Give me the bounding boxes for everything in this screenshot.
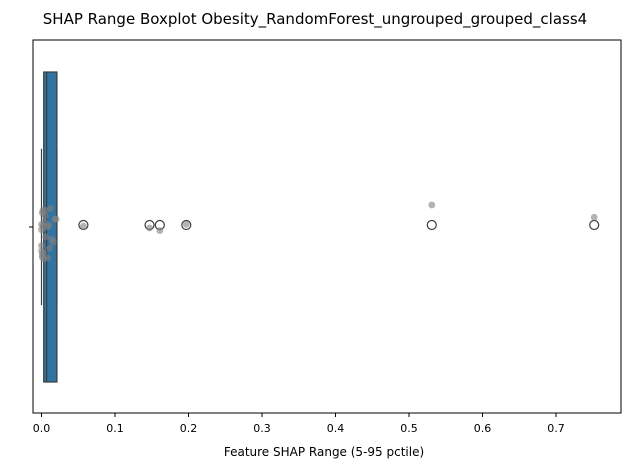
x-tick-label: 0.5 <box>400 422 418 435</box>
x-tick-label: 0.2 <box>180 422 198 435</box>
x-tick-label: 0.0 <box>33 422 51 435</box>
outlier-marker <box>426 219 437 231</box>
chart-title: SHAP Range Boxplot Obesity_RandomForest_… <box>43 10 587 29</box>
strip-point <box>590 213 598 221</box>
strip-point <box>79 222 87 230</box>
plot-area <box>38 71 600 383</box>
strip-point <box>146 224 153 232</box>
strip-point <box>43 254 51 262</box>
strip-point <box>182 220 190 228</box>
x-axis-label: Feature SHAP Range (5-95 pctile) <box>224 445 424 459</box>
strip-point <box>38 242 45 250</box>
x-tick-label: 0.7 <box>547 422 565 435</box>
outlier-marker <box>589 219 600 231</box>
strip-point <box>49 238 57 246</box>
strip-point <box>46 205 54 212</box>
strip-point <box>45 221 53 229</box>
strip-point <box>428 201 436 209</box>
strip-point <box>46 244 53 252</box>
outlier-marker <box>181 219 192 231</box>
strip-point <box>156 227 164 234</box>
x-tick-label: 0.3 <box>253 422 271 435</box>
x-tick-label: 0.1 <box>106 422 124 435</box>
strip-point <box>41 212 49 219</box>
x-axis-ticks: 0.0 0.1 0.2 0.3 0.4 0.5 0.6 0.7 <box>33 413 565 435</box>
strip-point <box>41 206 49 214</box>
x-tick-label: 0.6 <box>474 422 492 435</box>
strip-point <box>42 233 50 241</box>
x-tick-label: 0.4 <box>327 422 345 435</box>
strip-point <box>38 251 46 258</box>
strip-point <box>52 215 60 223</box>
plot-frame <box>32 39 622 414</box>
